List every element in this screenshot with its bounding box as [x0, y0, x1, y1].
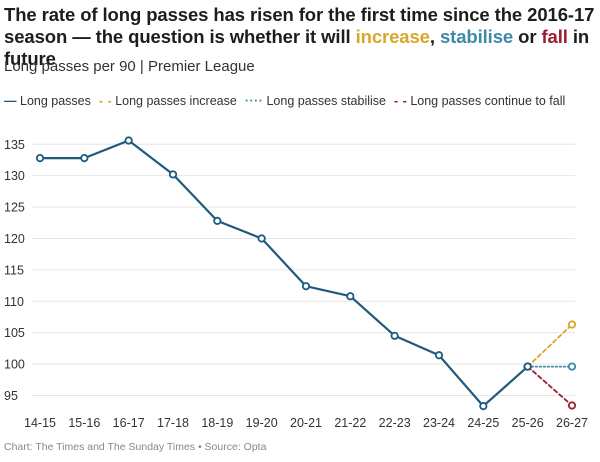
series-line-long-passes-increase [526, 323, 573, 368]
legend-swatch: ···· [244, 94, 264, 108]
legend-item: — Long passes [4, 94, 91, 108]
x-tick-label: 22-23 [379, 416, 411, 430]
data-point [523, 362, 532, 371]
x-tick-label: 23-24 [423, 416, 455, 430]
y-tick-label: 115 [4, 263, 24, 277]
title-part1: The rate of long passes has risen for th… [4, 4, 595, 47]
title-separator-1: , [429, 26, 440, 47]
legend-item: - - Long passes continue to fall [394, 94, 565, 108]
legend-item: - - Long passes increase [99, 94, 237, 108]
series-line-long-passes-continue-to-fall [526, 365, 573, 407]
title-part2: in future [4, 26, 590, 69]
x-tick-label: 24-25 [467, 416, 499, 430]
data-point [434, 351, 444, 360]
data-point [257, 234, 266, 243]
x-tick-label: 19-20 [246, 416, 278, 430]
title-separator-2: or [513, 26, 542, 47]
data-point [567, 401, 577, 410]
chart-subtitle: Long passes per 90 | Premier League [4, 58, 255, 75]
data-point [567, 362, 577, 371]
data-point [168, 170, 178, 179]
chart-title: The rate of long passes has risen for th… [4, 4, 598, 70]
legend-swatch: - - [98, 94, 113, 108]
chart-area: 95 100 105 110 115 120 125 130 135 14-15 15-16 16-1… [0, 130, 600, 436]
chart-legend: — Long passes - - Long passes increase ···· L… [4, 93, 594, 110]
legend-label: Long passes [20, 94, 91, 108]
line-chart: 95 100 105 110 115 120 125 130 135 14-15 15-16 16-1… [4, 136, 588, 430]
series-line-long-passes [38, 139, 529, 408]
data-point [35, 153, 45, 163]
x-tick-label: 16-17 [113, 416, 145, 430]
x-tick-label: 25-26 [512, 416, 544, 430]
x-tick-label: 17-18 [157, 416, 189, 430]
data-point [479, 402, 488, 411]
legend-swatch: - - [394, 94, 408, 108]
y-tick-label: 105 [4, 326, 25, 340]
data-point [80, 153, 89, 163]
x-tick-label: 14-15 [24, 416, 56, 430]
x-tick-label: 18-19 [201, 416, 233, 430]
data-point [390, 331, 399, 340]
y-tick-label: 100 [4, 358, 25, 372]
y-tick-label: 130 [4, 169, 25, 183]
legend-label: Long passes continue to fall [410, 94, 566, 108]
data-point [301, 282, 311, 291]
x-tick-label: 26-27 [556, 416, 588, 430]
data-point [346, 292, 355, 301]
y-tick-label: 125 [4, 201, 25, 215]
title-keyword-fall: fall [541, 26, 568, 47]
y-tick-label: 120 [4, 232, 25, 246]
data-point [124, 136, 133, 145]
data-point [213, 216, 222, 225]
legend-label: Long passes stabilise [266, 94, 386, 108]
x-tick-label: 21-22 [334, 416, 366, 430]
legend-label: Long passes increase [115, 94, 237, 108]
y-tick-label: 110 [4, 295, 24, 309]
x-tick-label: 15-16 [68, 416, 100, 430]
y-tick-label: 135 [4, 138, 25, 152]
legend-item: ···· Long passes stabilise [245, 94, 386, 108]
y-tick-label: 95 [4, 389, 18, 403]
data-point [567, 320, 577, 329]
legend-swatch: — [4, 94, 17, 108]
title-keyword-increase: increase [355, 26, 430, 47]
title-keyword-stabilise: stabilise [439, 26, 514, 47]
chart-footer: Chart: The Times and The Sunday Times • … [4, 441, 267, 453]
x-tick-label: 20-21 [290, 416, 322, 430]
